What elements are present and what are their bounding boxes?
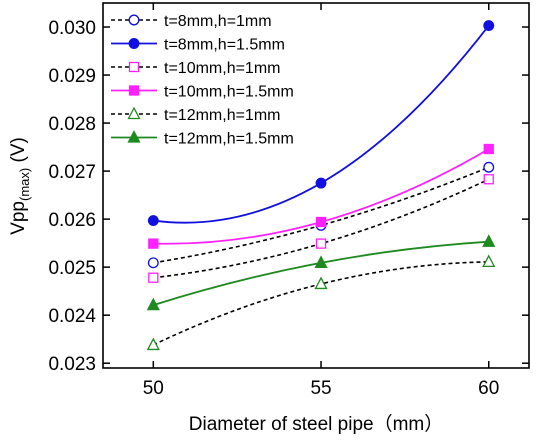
data-point	[314, 276, 328, 290]
legend-marker	[128, 38, 140, 49]
x-tick-label: 60	[478, 378, 499, 399]
y-tick-label: 0.030	[48, 18, 96, 39]
data-point	[482, 234, 496, 247]
data-point	[483, 143, 494, 155]
y-tick-label: 0.029	[48, 66, 96, 87]
data-point	[315, 238, 327, 249]
y-axis-title-main: Vpp	[8, 201, 29, 235]
y-tick-label: 0.025	[48, 258, 96, 279]
data-point	[146, 337, 160, 351]
y-tick-label: 0.028	[48, 114, 96, 135]
legend-label: t=10mm,h=1mm	[164, 60, 280, 77]
data-point	[483, 20, 495, 32]
series-line	[153, 240, 489, 306]
y-tick-label: 0.026	[48, 210, 96, 231]
legend-label: t=8mm,h=1mm	[164, 13, 272, 30]
series-line	[153, 25, 490, 224]
y-axis-title: Vpp(max) (V)	[8, 137, 32, 235]
data-point	[148, 272, 159, 283]
data-point	[148, 238, 159, 249]
data-point	[315, 216, 327, 228]
legend-marker	[128, 61, 140, 73]
y-tick-label: 0.023	[48, 354, 96, 375]
legend-marker	[127, 106, 141, 120]
y-tick-label: 0.027	[48, 162, 96, 183]
legend-label: t=12mm,h=1.5mm	[164, 131, 294, 148]
data-point	[483, 174, 494, 185]
legend-marker	[127, 130, 141, 143]
data-point	[147, 215, 159, 227]
data-point	[314, 255, 328, 268]
data-point	[147, 257, 159, 269]
data-point	[146, 297, 160, 311]
y-tick-label: 0.024	[48, 306, 96, 327]
y-axis-title-unit: (V)	[8, 137, 29, 168]
x-tick-label: 55	[310, 378, 331, 399]
legend-label: t=10mm,h=1.5mm	[164, 84, 294, 101]
plot-frame	[102, 2, 530, 369]
series-line	[152, 261, 489, 346]
legend-label: t=12mm,h=1mm	[164, 107, 280, 124]
legend-label: t=8mm,h=1.5mm	[164, 37, 285, 54]
y-axis-title-subscript: (max)	[17, 168, 32, 201]
x-tick-label: 50	[143, 378, 164, 399]
legend-marker	[128, 14, 140, 26]
data-point	[315, 177, 327, 189]
data-point	[483, 161, 495, 173]
x-axis-title: Diameter of steel pipe（mm）	[189, 413, 443, 435]
legend-marker	[128, 85, 140, 96]
data-point	[482, 254, 496, 268]
